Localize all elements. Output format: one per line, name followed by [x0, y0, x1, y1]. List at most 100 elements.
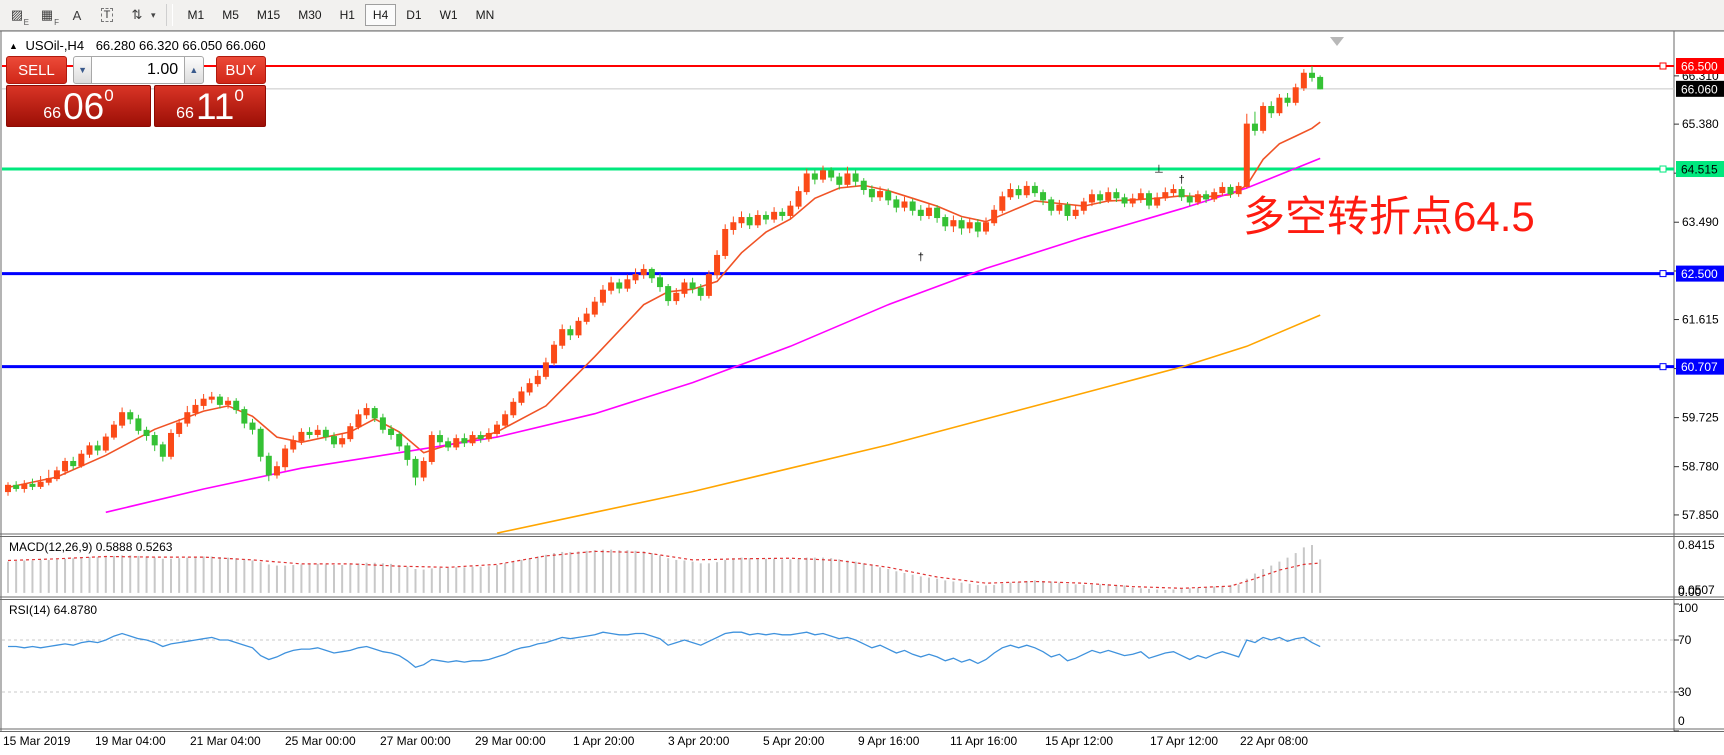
candle-body: [273, 466, 280, 476]
candle-body: [78, 453, 85, 467]
candle-body: [1300, 72, 1307, 89]
macd-signal-line: [7, 550, 1321, 589]
candle-body: [803, 173, 810, 193]
candle-body: [1023, 185, 1030, 196]
candle-body: [640, 268, 647, 276]
volume-decrease-button[interactable]: ▼: [72, 56, 93, 84]
candle-body: [233, 400, 240, 411]
rsi-axis-label: 0: [1678, 714, 1685, 728]
candle-body: [86, 445, 93, 455]
timeframe-button-m30[interactable]: M30: [298, 8, 322, 22]
hline-handle[interactable]: [1659, 363, 1667, 371]
candle-body: [412, 458, 419, 478]
candle-body: [1113, 192, 1120, 199]
rsi-axis-label: 70: [1678, 633, 1692, 647]
timeframe-button-h4[interactable]: H4: [364, 4, 397, 26]
rsi-axis-label: 100: [1678, 601, 1698, 615]
candle-body: [575, 320, 582, 336]
equidistant-channel-icon[interactable]: ▨ E: [4, 4, 30, 27]
candle-body: [1088, 194, 1095, 203]
timeframe-button-m1[interactable]: M1: [187, 8, 205, 22]
candle-body: [665, 286, 672, 302]
toolbar: ▨ E ▦ F A T ⇅ ▾ M1 M5 M15 M30 H1 H4 D1 W1 MN: [0, 0, 1724, 31]
candle-body: [62, 460, 69, 472]
candle-body: [1056, 204, 1063, 211]
candle-body: [917, 209, 924, 216]
candle-body: [616, 282, 623, 289]
candle-body: [290, 440, 297, 450]
candle-body: [249, 422, 256, 430]
candle-body: [1007, 189, 1014, 198]
price-box: [1676, 58, 1724, 74]
cycle-lines-glyph: ⇅: [131, 7, 143, 22]
icon-sub-f: F: [54, 18, 59, 27]
price-box-label: 66.500: [1681, 60, 1718, 74]
candle-body: [1154, 197, 1161, 206]
candle-body: [657, 277, 663, 288]
candle-body: [420, 460, 427, 478]
macd-axis-label: 0.00: [1678, 585, 1702, 599]
timeframe-button-d1[interactable]: D1: [406, 8, 422, 22]
time-axis-label: 9 Apr 16:00: [858, 734, 920, 748]
price-box-label: 64.515: [1681, 163, 1718, 177]
ask-price-small: 66: [176, 105, 194, 122]
candle-body: [925, 207, 932, 216]
text-label-icon[interactable]: T: [94, 4, 120, 26]
price-axis-label: 57.850: [1682, 508, 1719, 522]
candle-body: [1146, 193, 1152, 206]
candle-body: [1268, 105, 1275, 114]
candle-body: [200, 398, 207, 406]
text-icon[interactable]: A: [64, 4, 90, 26]
chevron-down-icon[interactable]: ▾: [151, 9, 156, 20]
time-axis-label: 22 Apr 08:00: [1240, 734, 1308, 748]
candle-body: [1317, 76, 1324, 90]
candle-body: [811, 173, 818, 180]
candle-body: [1260, 105, 1267, 131]
candle-body: [934, 207, 941, 219]
candle-body: [567, 329, 574, 336]
one-click-trade-panel: SELL ▼ ▲ BUY 66 06 0 66 11 0: [6, 56, 266, 127]
timeframe-button-m5[interactable]: M5: [222, 8, 239, 22]
macd-axis-label: 0.0507: [1678, 583, 1715, 597]
candle-body: [1064, 204, 1071, 216]
candle-body: [404, 445, 411, 460]
collapse-triangle-icon[interactable]: ▲: [9, 41, 18, 51]
candle-body: [974, 222, 981, 232]
candle-body: [436, 435, 443, 443]
time-axis-label: 21 Mar 04:00: [190, 734, 261, 748]
time-axis-label: 17 Apr 12:00: [1150, 734, 1218, 748]
sell-button[interactable]: SELL: [6, 56, 67, 84]
bid-price-panel[interactable]: 66 06 0: [6, 85, 151, 127]
candle-body: [388, 428, 395, 435]
object-mark: †: [918, 252, 924, 264]
timeframe-button-mn[interactable]: MN: [475, 8, 495, 22]
candle-body: [599, 289, 606, 303]
ask-price-panel[interactable]: 66 11 0: [154, 85, 266, 127]
price-box: [1676, 161, 1724, 178]
fibo-grid-icon[interactable]: ▦ F: [34, 4, 60, 27]
candle-body: [942, 217, 949, 227]
candle-body: [119, 412, 126, 426]
candle-body: [151, 435, 158, 446]
cycle-lines-icon[interactable]: ⇅: [124, 4, 150, 26]
candle-body: [1129, 198, 1136, 204]
candle-body: [192, 404, 199, 414]
timeframe-button-w1[interactable]: W1: [439, 8, 458, 22]
hline-handle[interactable]: [1659, 270, 1667, 278]
timeframe-buttons: M1 M5 M15 M30 H1 H4 D1 W1 MN: [179, 4, 504, 26]
volume-input[interactable]: [92, 56, 185, 84]
candle-body: [355, 414, 362, 428]
volume-increase-button[interactable]: ▲: [184, 56, 204, 84]
timeframe-button-m15[interactable]: M15: [256, 8, 281, 22]
hline-handle[interactable]: [1659, 62, 1667, 70]
ma-fast-line: [7, 121, 1321, 489]
rsi-label: RSI(14) 64.8780: [9, 603, 98, 617]
chart-shift-marker-icon[interactable]: [1330, 37, 1344, 46]
text-glyph: A: [72, 7, 82, 23]
timeframe-button-h1[interactable]: H1: [339, 8, 355, 22]
hline-handle[interactable]: [1659, 165, 1667, 173]
candle-body: [1194, 194, 1201, 203]
equidistant-channel-glyph: ▨: [10, 7, 24, 22]
buy-button[interactable]: BUY: [215, 56, 266, 84]
